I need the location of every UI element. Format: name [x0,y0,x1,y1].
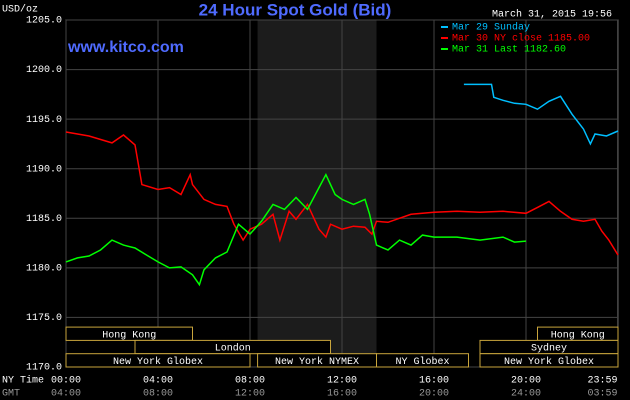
x2-tick-label: 04:00 [51,389,81,400]
x2-tick-label: 16:00 [327,389,357,400]
x2-tick-label: 08:00 [143,389,173,400]
y-tick-label: 1175.0 [26,313,62,324]
timestamp: March 31, 2015 19:56 [492,9,612,21]
session-label: NY Globex [395,356,449,368]
session-label: New York Globex [113,356,203,368]
x-tick-label: 16:00 [419,376,449,387]
x-tick-label: 00:00 [51,376,81,387]
session-label: Hong Kong [102,330,156,341]
x2-tick-label: 12:00 [235,389,265,400]
x-tick-label: 08:00 [235,376,265,387]
price-line [65,131,619,256]
legend-label: Mar 29 Sunday [452,22,530,34]
x-tick-label: 04:00 [143,376,173,387]
chart-title: 24 Hour Spot Gold (Bid) [199,0,392,19]
highlight-band [257,20,377,367]
y-tick-label: 1180.0 [26,263,62,274]
y-tick-label: 1170.0 [26,363,62,374]
x2-tick-label: 20:00 [419,389,449,400]
session-label: New York Globex [504,356,594,368]
price-line [463,83,619,146]
price-line [65,173,527,287]
session-label: Hong Kong [551,330,605,341]
x-axis-label: NY Time [2,375,44,387]
session-box [65,353,251,368]
y-tick-label: 1205.0 [26,16,62,27]
x-tick-label: 20:00 [511,376,541,387]
y-tick-label: 1190.0 [26,164,62,175]
x2-tick-label: 03:59 [588,389,618,400]
legend-label: Mar 31 Last 1182.60 [452,45,566,56]
y-tick-label: 1195.0 [26,115,62,126]
x-tick-label: 23:59 [588,376,618,387]
y-tick-label: 1200.0 [26,65,62,76]
session-label: Sydney [531,343,567,355]
session-label: London [215,343,251,355]
x2-axis-label: GMT [2,389,20,400]
session-box [479,353,619,368]
session-box [376,353,469,368]
session-label: New York NYMEX [275,356,359,368]
source-label: www.kitco.com [67,39,184,56]
legend-label: Mar 30 NY close 1185.00 [452,33,590,45]
x-tick-label: 12:00 [327,376,357,387]
x2-tick-label: 24:00 [511,389,541,400]
y-axis-label: USD/oz [2,4,38,16]
session-box [65,326,193,341]
y-tick-label: 1185.0 [26,214,62,225]
